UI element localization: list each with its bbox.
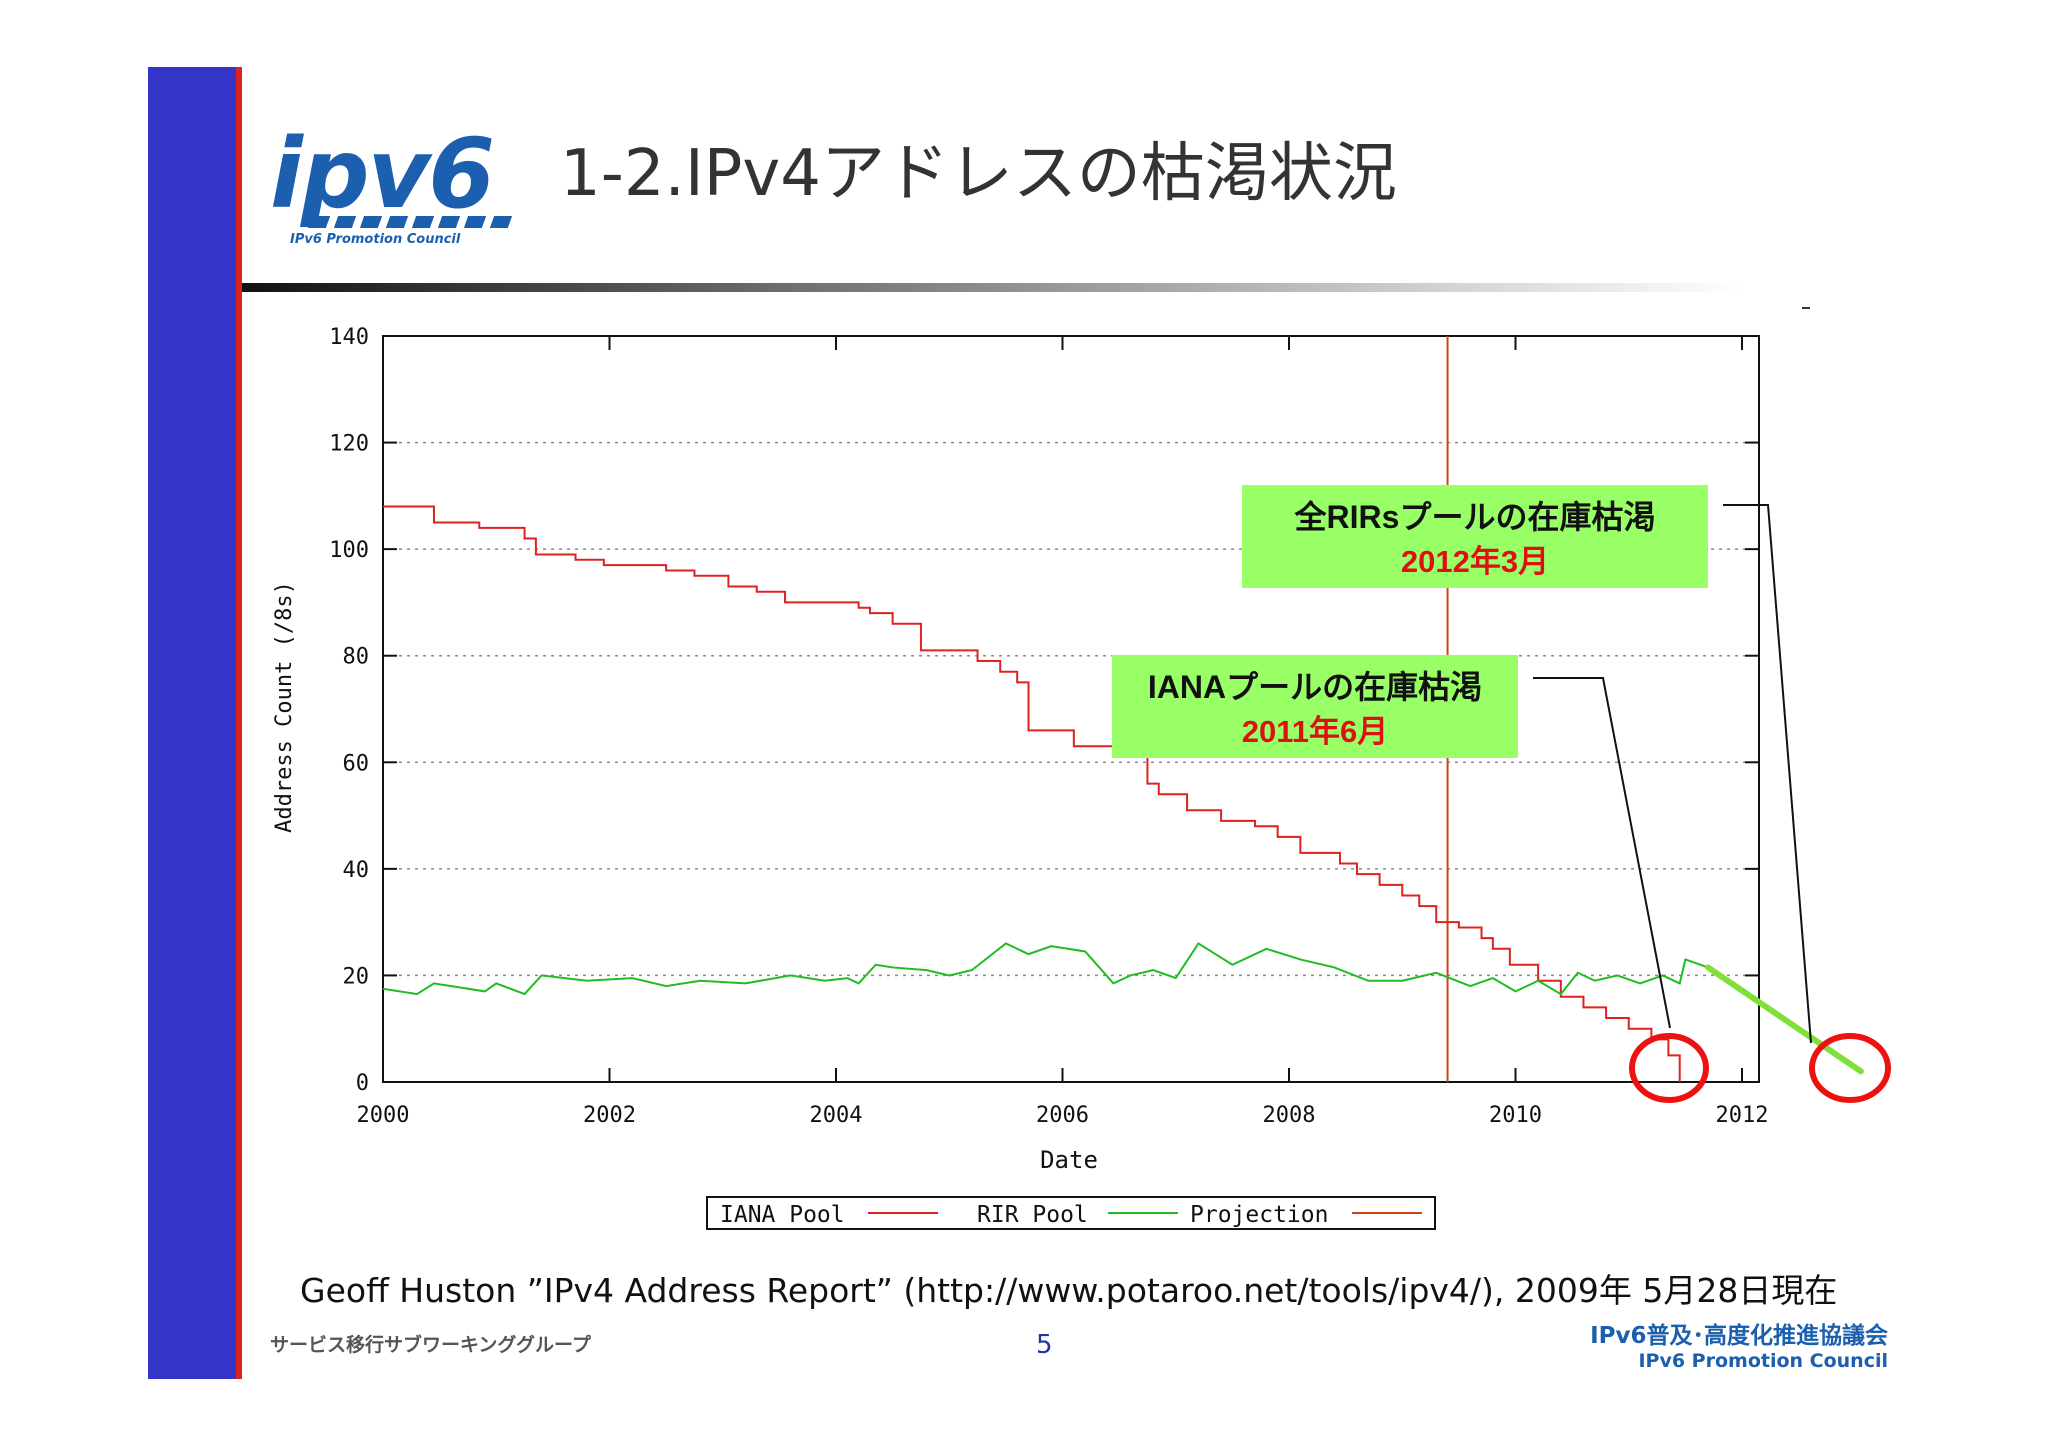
chart-axes: 0 20 40 60 80 100 120 140 2000 2002 2004 2006 2008 20… xyxy=(329,325,1768,1128)
callout-iana-title: IANAプールの在庫枯渇 xyxy=(1148,669,1482,705)
legend-label-iana: IANA Pool xyxy=(720,1202,845,1228)
leader-line-iana xyxy=(1533,677,1671,1029)
legend-label-projection: Projection xyxy=(1190,1202,1328,1228)
source-citation: Geoff Huston ”IPv4 Address Report” (http… xyxy=(300,1271,1838,1310)
page-number: 5 xyxy=(1036,1330,1053,1360)
circle-iana-exhaustion xyxy=(1629,1033,1709,1103)
callout-iana-date: 2011年6月 xyxy=(1242,714,1389,749)
chart-series xyxy=(382,336,1864,1082)
y-tick-label-60: 60 xyxy=(343,751,370,776)
y-tick-label-0: 0 xyxy=(356,1071,369,1096)
footer-group-name: サービス移行サブワーキンググループ xyxy=(270,1334,591,1356)
x-tick-label-2004: 2004 xyxy=(810,1103,863,1128)
x-tick-label-2008: 2008 xyxy=(1263,1103,1316,1128)
series-rir-pool xyxy=(382,942,1709,996)
circle-rir-exhaustion xyxy=(1809,1033,1891,1103)
logo-subtitle: IPv6 Promotion Council xyxy=(290,232,461,247)
sidebar-red-stripe xyxy=(236,67,242,1379)
footer-org-japanese: IPv6普及･高度化推進協議会 xyxy=(1590,1323,1888,1349)
y-axis-label: Address Count (/8s) xyxy=(272,581,297,833)
rir-projection-extension xyxy=(1705,964,1864,1075)
x-tick-label-2000: 2000 xyxy=(357,1103,410,1128)
plot-frame xyxy=(382,335,1760,1083)
y-tick-label-140: 140 xyxy=(329,325,369,350)
callout-rir-box xyxy=(1242,485,1708,588)
leader-line-rir xyxy=(1723,504,1812,1044)
y-tick-label-80: 80 xyxy=(343,645,370,670)
slide-title: 1-2.IPv4アドレスの枯渇状況 xyxy=(560,137,1397,211)
x-axis-label: Date xyxy=(1040,1146,1098,1174)
logo-wordmark: ipv6 xyxy=(270,118,495,230)
callout-rir-exhaustion: 全RIRsプールの在庫枯渇 2012年3月 xyxy=(1242,485,1708,588)
footer-organization: IPv6普及･高度化推進協議会 IPv6 Promotion Council xyxy=(1590,1316,1888,1372)
y-tick-label-20: 20 xyxy=(343,964,370,989)
x-tick-label-2006: 2006 xyxy=(1036,1103,1089,1128)
footer-org-english: IPv6 Promotion Council xyxy=(1638,1350,1888,1372)
legend-label-rir: RIR Pool xyxy=(977,1202,1088,1228)
x-tick-label-2012: 2012 xyxy=(1716,1103,1769,1128)
legend-box xyxy=(706,1196,1436,1230)
callout-iana-exhaustion: IANAプールの在庫枯渇 2011年6月 xyxy=(1112,655,1518,758)
callout-iana-box xyxy=(1112,655,1518,758)
callout-rir-date: 2012年3月 xyxy=(1401,544,1549,579)
callout-rir-title: 全RIRsプールの在庫枯渇 xyxy=(1294,499,1656,535)
ipv6-logo: ipv6 IPv6 Promotion Council xyxy=(270,126,530,253)
y-tick-label-120: 120 xyxy=(329,432,369,457)
x-tick-label-2002: 2002 xyxy=(583,1103,636,1128)
sidebar-blue-bar xyxy=(148,67,238,1379)
series-iana-pool xyxy=(383,505,1681,1082)
y-tick-label-40: 40 xyxy=(343,858,370,883)
y-tick-label-100: 100 xyxy=(329,538,369,563)
title-rule xyxy=(242,283,1742,292)
stray-dash xyxy=(1802,307,1810,309)
chart-legend: IANA Pool RIR Pool Projection xyxy=(706,1196,1436,1230)
x-tick-label-2010: 2010 xyxy=(1489,1103,1542,1128)
